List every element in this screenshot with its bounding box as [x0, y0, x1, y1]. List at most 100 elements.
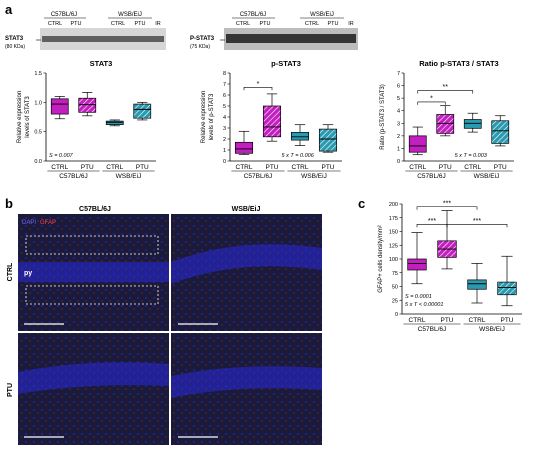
- dapi-label: DAPI: [22, 220, 36, 226]
- y-tick-label: 3: [223, 126, 226, 132]
- y-tick-label: 6: [397, 84, 400, 90]
- box: [262, 105, 282, 138]
- blot-pstat3-strain1: C57BL/6J: [240, 12, 266, 18]
- x-tick-label: CTRL: [236, 164, 253, 171]
- blot-stat3-strain2: WSB/EiJ: [118, 12, 142, 18]
- stat-annotation: 5 x T = 0.003: [455, 153, 488, 159]
- row-label-ctrl: CTRL: [7, 262, 14, 281]
- y-tick-label: 0.5: [34, 130, 42, 136]
- chart-3: Ratio p-STAT3 / STAT3 0 1 2 3 4 5 6 7 Ratio (p-ST…: [380, 59, 514, 180]
- significance-label: **: [443, 84, 449, 91]
- blot-stat3-lane-1: CTRL: [48, 21, 62, 27]
- y-tick-label: 5: [223, 104, 226, 110]
- significance-bracket: [416, 206, 478, 210]
- blot-pstat3-kda: (75 KDa): [190, 44, 210, 50]
- chart-title: p-STAT3: [271, 59, 301, 68]
- chart-2: p-STAT3 0 1 2 3 4 5 6 7 8 Relative expression level…: [201, 59, 342, 180]
- group-label: WSB/EiJ: [474, 173, 500, 180]
- x-tick-label: PTU: [494, 164, 507, 171]
- stat-annotation: S = 0.0001: [405, 294, 432, 300]
- group-label: WSB/EiJ: [301, 173, 327, 180]
- blot-stat3-label: STAT3: [5, 36, 24, 42]
- significance-label: *: [430, 95, 433, 102]
- group-label: C57BL/6J: [417, 173, 446, 180]
- x-tick-label: CTRL: [409, 164, 426, 171]
- y-tick-label: 1: [223, 148, 226, 154]
- blot-pstat3: P-STAT3 (75 KDa) C57BL/6J WSB/EiJ CTRL P…: [190, 12, 358, 50]
- x-tick-label: PTU: [136, 164, 149, 171]
- y-tick-label: 0.0: [34, 159, 42, 165]
- box: [133, 103, 152, 119]
- py-label: py: [24, 270, 32, 277]
- y-tick-label: 75: [392, 271, 398, 277]
- y-tick-label: 175: [389, 216, 398, 222]
- significance-bracket: [417, 101, 446, 105]
- box: [497, 281, 517, 296]
- blot-stat3-kda: (80 KDa): [5, 44, 25, 50]
- x-tick-label: PTU: [501, 317, 514, 324]
- box: [463, 119, 482, 129]
- blot-stat3-lane-3: CTRL: [111, 21, 125, 27]
- box: [318, 128, 338, 152]
- blot-pstat3-strain2: WSB/EiJ: [310, 12, 334, 18]
- box: [491, 120, 510, 144]
- blot-pstat3-lane-2: PTU: [260, 21, 271, 27]
- y-tick-label: 4: [223, 115, 226, 121]
- y-tick-label: 100: [389, 257, 398, 263]
- box: [290, 132, 310, 141]
- chart-1: STAT3 0.0 0.5 1.0 1.5 Relative expression leve…: [17, 59, 156, 180]
- blot-stat3: STAT3 (80 KDa) C57BL/6J WSB/EiJ CTRL PTU…: [5, 12, 166, 50]
- box: [408, 135, 427, 153]
- micrograph-grid: C57BL/6J WSB/EiJ CTRL PTU DAPI GFAP py: [7, 206, 322, 445]
- blot-pstat3-lane-3: CTRL: [305, 21, 319, 27]
- stat-annotation: 5 x T < 0.00001: [405, 302, 443, 308]
- blot-stat3-lane-5: IR: [155, 21, 161, 27]
- box: [436, 114, 455, 134]
- y-tick-label: 1.0: [34, 100, 42, 106]
- y-axis-label: Relative expression: [201, 91, 207, 143]
- col-label-c57: C57BL/6J: [79, 206, 111, 213]
- y-tick-label: 150: [389, 230, 398, 236]
- box: [78, 97, 97, 113]
- group-label: C57BL/6J: [244, 173, 273, 180]
- x-tick-label: PTU: [441, 317, 454, 324]
- y-tick-label: 7: [397, 71, 400, 77]
- y-tick-label: 1: [397, 146, 400, 152]
- y-tick-label: 4: [397, 109, 400, 115]
- y-tick-label: 125: [389, 243, 398, 249]
- blot-pstat3-lane-4: PTU: [328, 21, 339, 27]
- y-tick-label: 0: [395, 312, 398, 318]
- y-tick-label: 3: [397, 121, 400, 127]
- panel-c-letter: c: [358, 196, 365, 211]
- x-tick-label: PTU: [439, 164, 452, 171]
- gfap-label: GFAP: [40, 220, 56, 226]
- y-tick-label: 0: [397, 159, 400, 165]
- y-tick-label: 5: [397, 96, 400, 102]
- blot-stat3-strain1: C57BL/6J: [51, 12, 77, 18]
- group-label: WSB/EiJ: [479, 326, 505, 333]
- group-label: C57BL/6J: [418, 326, 447, 333]
- significance-bracket: [243, 87, 273, 91]
- panel-b-letter: b: [5, 196, 13, 211]
- y-axis-label: Relative expression: [17, 91, 23, 143]
- col-label-wsb: WSB/EiJ: [232, 206, 261, 213]
- blot-pstat3-lane-5: IR: [348, 21, 354, 27]
- y-tick-label: 8: [223, 71, 226, 77]
- y-axis-label: levels of p-STAT3: [209, 93, 215, 140]
- x-tick-label: PTU: [266, 164, 279, 171]
- x-tick-label: CTRL: [51, 164, 68, 171]
- y-axis-label: levels of STAT3: [25, 96, 31, 138]
- y-tick-label: 2: [223, 137, 226, 143]
- x-tick-label: CTRL: [292, 164, 309, 171]
- significance-label: ***: [473, 218, 481, 225]
- row-label-ptu: PTU: [7, 383, 14, 397]
- significance-label: ***: [428, 218, 436, 225]
- y-tick-label: 50: [392, 285, 398, 291]
- significance-bracket: [417, 90, 474, 94]
- group-label: WSB/EiJ: [116, 173, 142, 180]
- y-axis-label: Ratio (p-STAT3 / STAT3): [380, 84, 386, 150]
- y-tick-label: 2: [397, 134, 400, 140]
- box: [105, 120, 124, 125]
